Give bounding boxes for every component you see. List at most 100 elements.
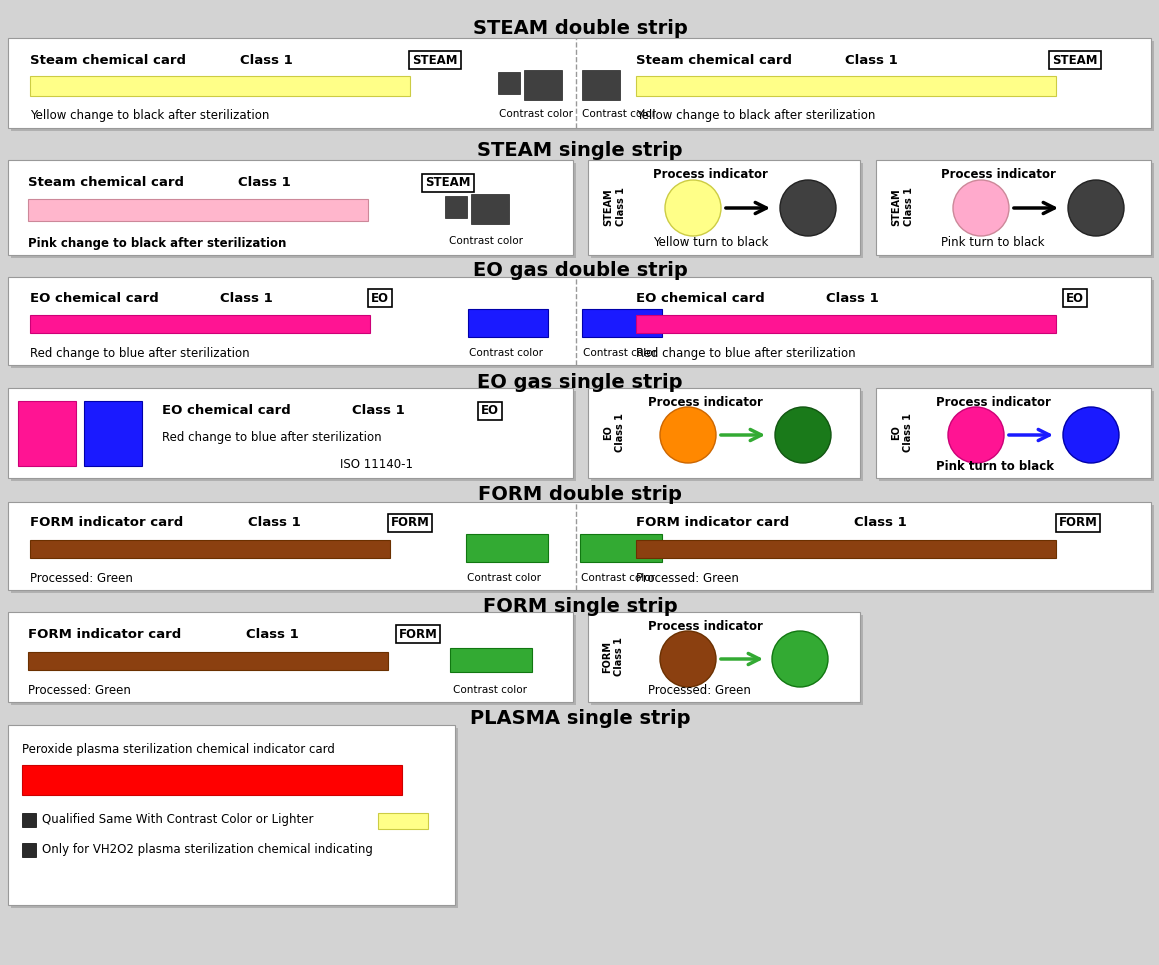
- Text: FORM: FORM: [391, 516, 430, 530]
- Text: Contrast color: Contrast color: [469, 348, 544, 358]
- Bar: [588, 612, 860, 702]
- Text: Process indicator: Process indicator: [648, 620, 763, 632]
- Text: STEAM: STEAM: [425, 177, 471, 189]
- Text: EO: EO: [371, 291, 389, 305]
- Text: STEAM: STEAM: [891, 188, 901, 226]
- Text: EO: EO: [891, 426, 901, 440]
- Bar: [28, 199, 369, 221]
- Bar: [588, 160, 860, 255]
- Text: Yellow change to black after sterilization: Yellow change to black after sterilizati…: [30, 109, 269, 123]
- Text: Class 1: Class 1: [903, 414, 913, 453]
- Bar: [8, 160, 573, 255]
- Bar: [30, 540, 389, 558]
- Bar: [876, 160, 1151, 255]
- Bar: [636, 315, 1056, 333]
- Text: STEAM: STEAM: [1052, 53, 1098, 67]
- Bar: [10, 41, 1154, 131]
- Bar: [378, 813, 428, 829]
- Circle shape: [780, 180, 836, 236]
- Bar: [8, 277, 1151, 365]
- Text: Class 1: Class 1: [614, 638, 624, 676]
- Text: Steam chemical card: Steam chemical card: [636, 53, 792, 67]
- Text: FORM: FORM: [1058, 516, 1098, 530]
- Circle shape: [1063, 407, 1118, 463]
- Bar: [28, 652, 388, 670]
- Text: FORM: FORM: [399, 627, 437, 641]
- Text: Contrast color: Contrast color: [582, 109, 656, 119]
- Circle shape: [659, 631, 716, 687]
- Bar: [471, 194, 509, 224]
- Bar: [498, 72, 520, 94]
- Bar: [879, 391, 1154, 481]
- Text: Red change to blue after sterilization: Red change to blue after sterilization: [162, 431, 381, 445]
- Text: Only for VH2O2 plasma sterilization chemical indicating: Only for VH2O2 plasma sterilization chem…: [42, 843, 373, 857]
- Text: FORM single strip: FORM single strip: [482, 597, 677, 617]
- Text: Processed: Green: Processed: Green: [636, 571, 739, 585]
- Text: Pink turn to black: Pink turn to black: [941, 235, 1044, 249]
- Bar: [10, 163, 576, 258]
- Bar: [8, 38, 1151, 128]
- Bar: [10, 505, 1154, 593]
- Text: Red change to blue after sterilization: Red change to blue after sterilization: [636, 346, 855, 360]
- Bar: [580, 534, 662, 562]
- Text: Yellow turn to black: Yellow turn to black: [653, 235, 768, 249]
- Bar: [582, 70, 620, 100]
- Text: PLASMA single strip: PLASMA single strip: [469, 708, 691, 728]
- Circle shape: [772, 631, 828, 687]
- Text: Class 1: Class 1: [615, 187, 626, 227]
- Circle shape: [775, 407, 831, 463]
- Text: FORM indicator card: FORM indicator card: [636, 516, 789, 530]
- Bar: [450, 648, 532, 672]
- Text: Contrast color: Contrast color: [449, 236, 523, 246]
- Text: Pink change to black after sterilization: Pink change to black after sterilization: [28, 236, 286, 250]
- Text: EO: EO: [603, 426, 613, 440]
- Text: Class 1: Class 1: [904, 187, 914, 227]
- Bar: [8, 725, 455, 905]
- Circle shape: [948, 407, 1004, 463]
- Bar: [30, 76, 410, 96]
- Bar: [8, 388, 573, 478]
- Text: Steam chemical card: Steam chemical card: [28, 177, 184, 189]
- Text: Contrast color: Contrast color: [581, 573, 655, 583]
- Text: EO gas double strip: EO gas double strip: [473, 261, 687, 280]
- Text: Class 1: Class 1: [845, 53, 898, 67]
- Text: Class 1: Class 1: [246, 627, 299, 641]
- Text: Class 1: Class 1: [352, 404, 404, 418]
- Text: Class 1: Class 1: [240, 53, 293, 67]
- Text: FORM: FORM: [602, 641, 612, 673]
- Text: STEAM: STEAM: [413, 53, 458, 67]
- Bar: [10, 615, 576, 705]
- Bar: [466, 534, 548, 562]
- Bar: [19, 401, 76, 466]
- Bar: [524, 70, 562, 100]
- Text: Class 1: Class 1: [248, 516, 300, 530]
- Bar: [22, 813, 36, 827]
- Text: Steam chemical card: Steam chemical card: [30, 53, 185, 67]
- Text: Class 1: Class 1: [238, 177, 291, 189]
- Text: EO gas single strip: EO gas single strip: [478, 372, 683, 392]
- Text: Red change to blue after sterilization: Red change to blue after sterilization: [30, 346, 249, 360]
- Text: Process indicator: Process indicator: [653, 169, 768, 181]
- Text: STEAM double strip: STEAM double strip: [473, 18, 687, 38]
- Text: Contrast color: Contrast color: [453, 685, 527, 695]
- Bar: [22, 765, 402, 795]
- Text: ISO 11140-1: ISO 11140-1: [340, 457, 413, 471]
- Bar: [30, 315, 370, 333]
- Text: Processed: Green: Processed: Green: [30, 571, 133, 585]
- Text: EO: EO: [1066, 291, 1084, 305]
- Bar: [876, 388, 1151, 478]
- Circle shape: [1067, 180, 1124, 236]
- Text: Contrast color: Contrast color: [467, 573, 541, 583]
- Text: Class 1: Class 1: [615, 414, 625, 453]
- Bar: [83, 401, 143, 466]
- Text: EO chemical card: EO chemical card: [636, 291, 765, 305]
- Bar: [10, 391, 576, 481]
- Bar: [468, 309, 548, 337]
- Text: Contrast color: Contrast color: [583, 348, 657, 358]
- Text: Process indicator: Process indicator: [648, 396, 763, 408]
- Text: Processed: Green: Processed: Green: [648, 683, 751, 697]
- Text: FORM indicator card: FORM indicator card: [28, 627, 181, 641]
- Text: Qualified Same With Contrast Color or Lighter: Qualified Same With Contrast Color or Li…: [42, 813, 313, 826]
- Bar: [22, 843, 36, 857]
- Bar: [445, 196, 467, 218]
